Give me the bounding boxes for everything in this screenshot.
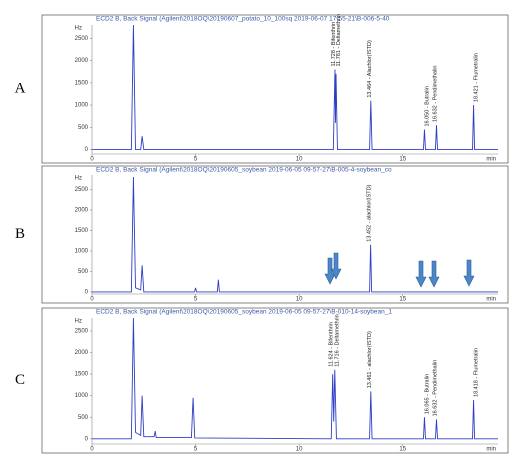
y-tick-label: 1500 — [75, 228, 89, 234]
peak-label: 18.421 - Flumetralin — [474, 53, 480, 102]
arrow — [463, 259, 475, 287]
x-tick-label: 5 — [194, 157, 198, 163]
arrow — [415, 260, 427, 288]
y-tick-label: 1500 — [75, 80, 89, 86]
x-tick-label: 15 — [399, 297, 406, 303]
y-tick-label: 1000 — [75, 393, 89, 399]
x-axis-label: min — [486, 297, 496, 303]
y-axis-label: Hz — [75, 26, 82, 32]
panel-title: ECD2 B, Back Signal (Agilent\2018OQ\2019… — [96, 167, 392, 174]
panel-letter: B — [15, 226, 25, 242]
peak-label: 13.464 - Alachlor(ISTD) — [367, 40, 373, 98]
y-tick-label: 2500 — [75, 36, 89, 42]
panel: C ECD2 B, Back Signal (Agilent\2018OQ\201… — [15, 307, 509, 454]
peak-label: 18.418 - Flumetralin — [473, 348, 479, 397]
trace — [92, 318, 498, 440]
y-tick-label: 1000 — [75, 103, 89, 109]
peak-label: 13.452 - alachlor(ISTD) — [367, 184, 373, 241]
peak-label: 16.632 - Pendimethalin — [432, 360, 438, 417]
x-tick-label: 5 — [194, 297, 198, 303]
x-tick-label: 0 — [90, 157, 94, 163]
x-tick-label: 10 — [296, 157, 303, 163]
y-tick-label: 2000 — [75, 207, 89, 213]
y-tick-label: 500 — [78, 415, 89, 421]
arrow — [428, 260, 440, 288]
trace — [92, 177, 498, 293]
y-tick-label: 2000 — [75, 350, 89, 356]
y-tick-label: 500 — [78, 269, 89, 275]
arrow — [324, 257, 336, 285]
peak-label: 16.050 - Butralin — [424, 86, 430, 126]
peak-label: 16.065 - Butralin — [425, 374, 431, 414]
x-tick-label: 10 — [296, 447, 303, 453]
y-tick-label: 0 — [85, 290, 89, 296]
y-axis-label: Hz — [75, 319, 82, 325]
peak-label: 11.624 - Bifenthrin — [329, 322, 335, 367]
x-tick-label: 15 — [399, 157, 406, 163]
x-tick-label: 10 — [296, 297, 303, 303]
y-axis-label: Hz — [75, 176, 82, 182]
y-tick-label: 2500 — [75, 187, 89, 193]
panel: A ECD2 B, Back Signal (Agilent\2018OQ\201… — [15, 14, 509, 164]
peak-label: 11.728 - Bifenthrin — [331, 22, 337, 67]
panel-title: ECD2 B, Back Signal (Agilent\2018OQ\2019… — [96, 309, 392, 316]
x-tick-label: 0 — [90, 297, 94, 303]
panel-frame — [41, 307, 509, 454]
trace — [92, 25, 498, 150]
x-axis-label: min — [486, 157, 496, 163]
x-tick-label: 0 — [90, 447, 94, 453]
peak-label: 16.632 - Pendimethalin — [432, 66, 438, 123]
panel-letter: A — [15, 80, 26, 96]
peak-label: 11.716 - Deltamethrin — [335, 314, 341, 366]
arrows — [324, 252, 475, 288]
peak-label: 13.461 - alachlor(ISTD) — [367, 331, 373, 388]
arrow — [330, 252, 342, 280]
peak-label: 11.781 - Deltamethrin — [336, 14, 342, 66]
panel-title: ECD2 B, Back Signal (Agilent\2018OQ\2019… — [96, 16, 390, 23]
y-tick-label: 0 — [85, 147, 89, 153]
y-tick-label: 2000 — [75, 58, 89, 64]
y-tick-label: 1500 — [75, 372, 89, 378]
panel-frame — [41, 14, 509, 164]
x-axis-label: min — [486, 447, 496, 453]
x-tick-label: 5 — [194, 447, 198, 453]
y-tick-label: 1000 — [75, 248, 89, 254]
y-tick-label: 2500 — [75, 329, 89, 335]
y-tick-label: 500 — [78, 125, 89, 131]
y-tick-label: 0 — [85, 436, 89, 442]
x-tick-label: 15 — [399, 447, 406, 453]
panel-letter: C — [15, 372, 25, 388]
panel-frame — [41, 165, 509, 304]
